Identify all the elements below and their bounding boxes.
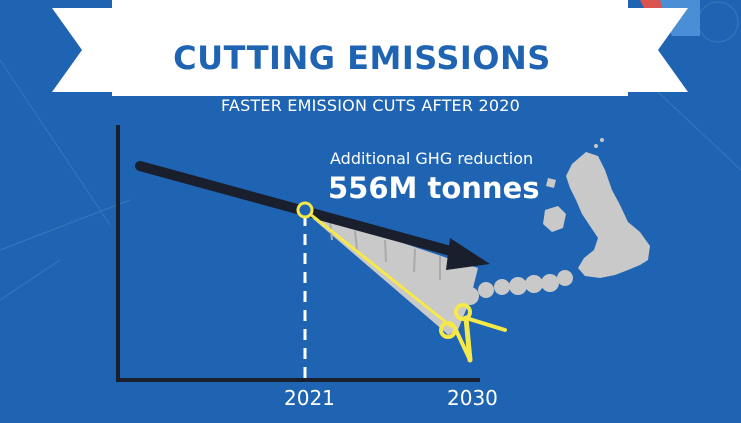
accelerated-cut-line [304,208,453,329]
title-banner [52,0,688,96]
ghg-reduction-label: Additional GHG reduction [330,149,534,168]
ghg-reduction-value: 556M tonnes [328,171,540,205]
reduction-area [305,210,478,335]
axis-tick-2030: 2030 [447,386,498,410]
smoke-puffs [461,270,573,305]
axis-tick-2021: 2021 [284,386,335,410]
reduction-area-shading [329,221,441,280]
chart-axes [116,125,480,382]
cut-point-marker-icon [296,201,314,219]
uk-map-icon [543,138,650,278]
subtitle: FASTER EMISSION CUTS AFTER 2020 [220,96,520,115]
scissors-icon [439,303,507,363]
page-title: CUTTING EMISSIONS [173,39,551,77]
